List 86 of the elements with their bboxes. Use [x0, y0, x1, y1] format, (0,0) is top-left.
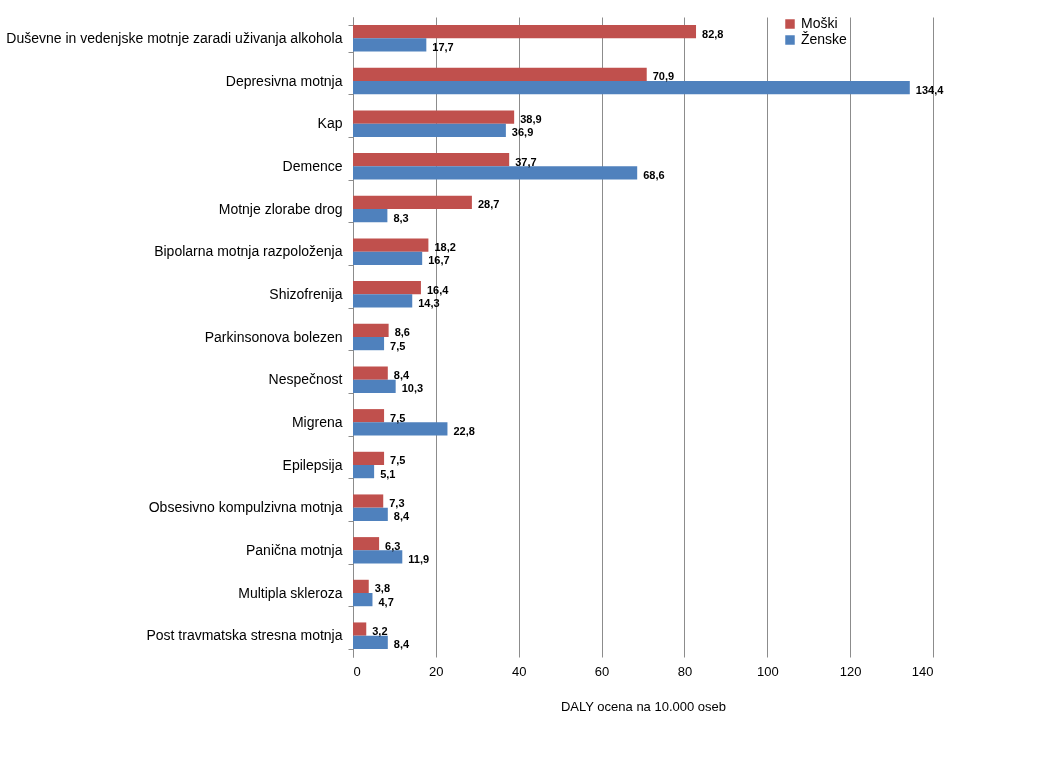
data-label: 68,6: [643, 168, 665, 181]
data-label: 18,2: [434, 241, 456, 254]
bar: [353, 281, 421, 295]
x-tick-label: 80: [677, 663, 693, 679]
y-tick-label: Motnje zlorabe drog: [218, 200, 343, 217]
y-tick-label: Depresivna motnja: [225, 72, 343, 89]
bar: [353, 507, 388, 521]
data-label: 17,7: [432, 40, 454, 53]
data-label: 10,3: [401, 382, 424, 395]
bar: [353, 635, 388, 649]
bar: [353, 465, 375, 479]
y-tick-label: Epilepsija: [282, 456, 343, 473]
data-label: 11,9: [408, 552, 430, 565]
data-label: 8,3: [393, 211, 409, 224]
y-tick-label: Shizofrenija: [269, 285, 343, 302]
bar: [353, 593, 373, 607]
data-label: 16,4: [426, 283, 450, 296]
x-tick-label: 40: [511, 663, 527, 679]
data-label: 22,8: [453, 424, 475, 437]
y-tick-label: Kap: [317, 115, 343, 132]
x-tick-label: 140: [911, 663, 934, 679]
bar: [353, 166, 638, 180]
bar: [353, 81, 910, 95]
data-label: 6,3: [385, 539, 401, 552]
x-tick-label: 100: [756, 663, 779, 679]
x-axis-title: DALY ocena na 10.000 oseb: [560, 698, 727, 714]
data-label: 37,7: [515, 155, 537, 168]
y-tick-label: Post travmatska stresna motnja: [146, 627, 343, 644]
data-label: 7,5: [390, 454, 406, 467]
bar: [353, 579, 369, 593]
data-label: 5,1: [380, 467, 396, 480]
data-label: 8,4: [393, 369, 410, 382]
y-tick-label: Obsesivno kompulzivna motnja: [148, 499, 343, 516]
data-label: 3,8: [374, 582, 391, 595]
x-tick-label: 60: [594, 663, 610, 679]
y-tick-label: Multipla skleroza: [238, 584, 343, 601]
data-label: 134,4: [915, 83, 945, 96]
bar: [353, 379, 396, 393]
bar: [353, 25, 697, 39]
data-label: 14,3: [418, 296, 440, 309]
x-tick-label: 0: [353, 663, 361, 679]
y-tick-label: Nespečnost: [268, 371, 343, 388]
legend-label: Ženske: [801, 31, 848, 47]
bar: [353, 494, 384, 508]
x-tick-label: 120: [839, 663, 862, 679]
bar: [353, 366, 388, 380]
bar: [353, 209, 388, 223]
data-label: 82,8: [702, 27, 724, 40]
data-label: 8,4: [393, 638, 410, 651]
y-tick-label: Demence: [282, 157, 343, 174]
data-label: 7,3: [389, 497, 405, 510]
bar: [353, 422, 448, 436]
y-tick-label: Bipolarna motnja razpoloženja: [154, 243, 343, 260]
bar: [353, 622, 367, 636]
bar: [353, 323, 389, 337]
bar: [353, 537, 380, 551]
y-tick-label: Parkinsonova bolezen: [204, 328, 343, 345]
bar: [353, 67, 647, 81]
data-label: 8,4: [393, 510, 410, 523]
x-tick-label: 20: [429, 663, 444, 679]
data-label: 8,6: [394, 326, 410, 339]
bar: [353, 38, 427, 52]
data-label: 28,7: [477, 198, 500, 211]
bar: [353, 550, 403, 564]
bar: [353, 123, 506, 137]
data-label: 7,5: [390, 339, 406, 352]
data-label: 4,7: [378, 595, 394, 608]
data-label: 38,9: [520, 113, 542, 126]
data-label: 70,9: [652, 70, 675, 83]
data-label: 3,2: [372, 625, 388, 638]
data-label: 7,5: [390, 411, 406, 424]
bar: [353, 251, 423, 265]
bar: [353, 337, 385, 351]
bar: [353, 195, 472, 209]
data-label: 16,7: [428, 254, 450, 267]
y-tick-label: Duševne in vedenjske motnje zaradi uživanja alkohola: [6, 29, 343, 46]
bar: [353, 409, 385, 423]
bar: [353, 238, 429, 252]
bar: [353, 294, 413, 308]
bar: [353, 110, 515, 124]
legend-label: Moški: [801, 15, 838, 31]
bar: [353, 153, 510, 167]
y-tick-label: Panična motnja: [245, 541, 343, 558]
bar: [353, 451, 385, 465]
data-label: 36,9: [511, 126, 534, 139]
y-tick-label: Migrena: [291, 413, 343, 430]
